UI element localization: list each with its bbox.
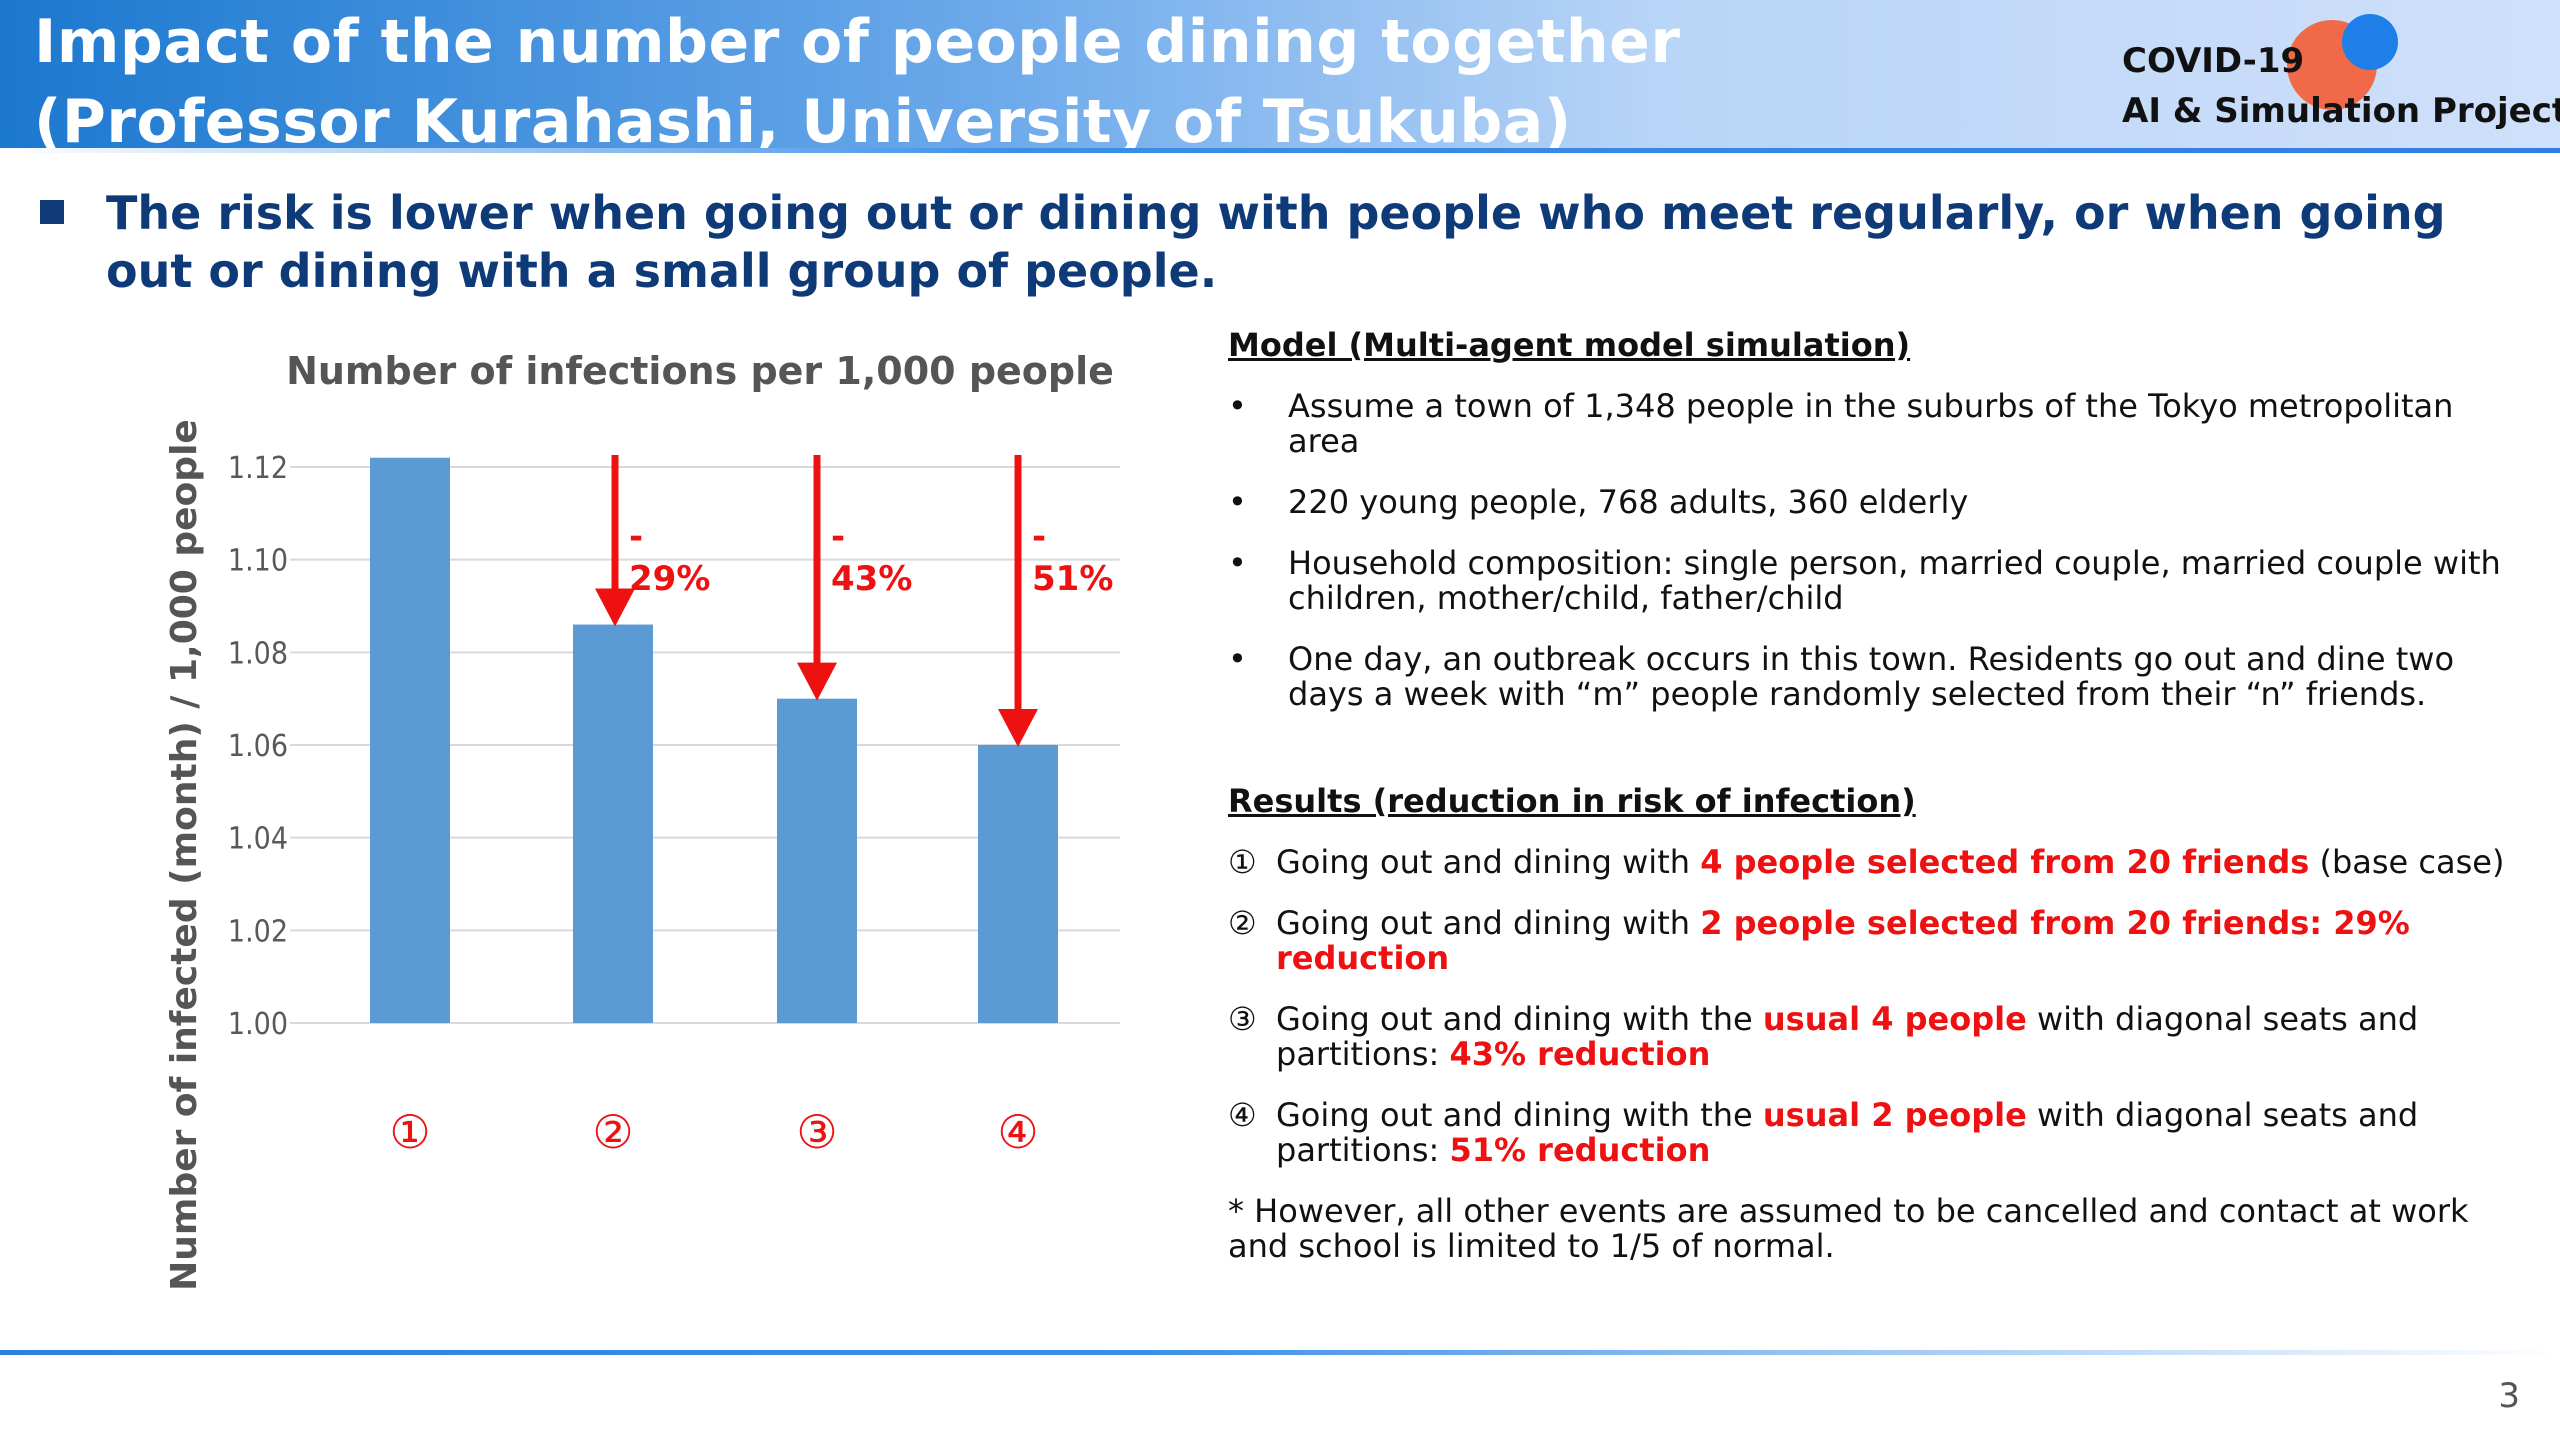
title-line-1: Impact of the number of people dining to… — [34, 7, 1681, 77]
model-list: • Assume a town of 1,348 people in the su… — [1228, 389, 2518, 712]
model-item: • Household composition: single person, m… — [1228, 546, 2518, 616]
reduction-label-line: 43% — [831, 559, 912, 599]
result-item: ④ Going out and dining with the usual 2 p… — [1228, 1098, 2518, 1168]
square-bullet-icon — [40, 200, 64, 224]
reduction-label: -43% — [831, 517, 912, 599]
header-banner: Impact of the number of people dining to… — [0, 0, 2560, 157]
model-item: • One day, an outbreak occurs in this tow… — [1228, 642, 2518, 712]
bullet-dot-icon: • — [1228, 483, 1247, 521]
chart-title: Number of infections per 1,000 people — [286, 349, 1114, 393]
model-item-text: One day, an outbreak occurs in this town… — [1288, 640, 2455, 713]
bar — [370, 457, 450, 1023]
model-item-text: Household composition: single person, ma… — [1288, 544, 2501, 617]
result-text: with diagonal seats and partitions: — [1276, 1096, 2419, 1169]
result-highlight: usual 4 people — [1762, 1000, 2027, 1038]
title-line-2: (Professor Kurahashi, University of Tsuk… — [34, 87, 1572, 157]
result-item: ① Going out and dining with 4 people sele… — [1228, 845, 2518, 880]
result-number: ① — [1228, 843, 1257, 881]
result-text: Going out and dining with the — [1276, 1000, 1763, 1038]
bar — [573, 624, 653, 1023]
page-title: Impact of the number of people dining to… — [34, 2, 1680, 162]
model-section-title: Model (Multi-agent model simulation) — [1228, 326, 1911, 364]
results-section-title: Results (reduction in risk of infection) — [1228, 782, 1916, 820]
result-text: Going out and dining with — [1276, 843, 1701, 881]
bar — [777, 698, 857, 1023]
category-label: ③ — [796, 1105, 837, 1159]
y-tick-label: 1.10 — [228, 544, 288, 579]
result-text: Going out and dining with the — [1276, 1096, 1763, 1134]
bullet-dot-icon: • — [1228, 544, 1247, 582]
result-number: ③ — [1228, 1000, 1257, 1038]
reduction-label-line: - — [629, 517, 643, 557]
result-text: Going out and dining with — [1276, 904, 1701, 942]
y-tick-label: 1.04 — [228, 822, 288, 857]
result-highlight: usual 2 people — [1762, 1096, 2027, 1134]
reduction-label-line: 29% — [629, 559, 710, 599]
infections-bar-chart: Number of infections per 1,000 people Num… — [164, 349, 1120, 1291]
logo-text: COVID-19 AI & Simulation Project — [2122, 36, 2560, 136]
model-item-text: Assume a town of 1,348 people in the sub… — [1288, 387, 2454, 460]
result-item: ② Going out and dining with 2 people sele… — [1228, 906, 2518, 976]
result-text: with diagonal seats and partitions: — [1276, 1000, 2419, 1073]
y-tick-label: 1.00 — [228, 1007, 288, 1042]
result-highlight: 43% reduction — [1449, 1035, 1711, 1073]
model-item-text: 220 young people, 768 adults, 360 elderl… — [1288, 483, 1969, 521]
description-panel: Model (Multi-agent model simulation) • As… — [1228, 328, 2518, 1264]
category-label: ① — [389, 1105, 430, 1159]
results-list: ① Going out and dining with 4 people sele… — [1228, 845, 2518, 1168]
category-label: ② — [592, 1105, 633, 1159]
result-text: (base case) — [2309, 843, 2505, 881]
bullet-dot-icon: • — [1228, 640, 1247, 678]
result-highlight: 4 people selected from 20 friends — [1700, 843, 2310, 881]
subtitle: The risk is lower when going out or dini… — [106, 186, 2446, 298]
result-highlight: 2 people selected from 20 friends: 29% r… — [1276, 904, 2410, 977]
logo-line-2: AI & Simulation Project — [2122, 91, 2560, 131]
y-tick-label: 1.12 — [228, 451, 288, 486]
y-tick-label: 1.02 — [228, 914, 288, 949]
y-tick-label: 1.08 — [228, 636, 288, 671]
project-logo: COVID-19 AI & Simulation Project — [2122, 14, 2560, 131]
result-number: ② — [1228, 904, 1257, 942]
reduction-label: -51% — [1032, 517, 1113, 599]
model-item: • 220 young people, 768 adults, 360 elder… — [1228, 485, 2518, 520]
logo-blue-circle — [2342, 14, 2398, 70]
reduction-label-line: 51% — [1032, 559, 1113, 599]
header-divider — [0, 148, 2560, 153]
reduction-arrow-head-icon — [595, 588, 635, 627]
reduction-label: -29% — [629, 517, 710, 599]
page-number: 3 — [2498, 1376, 2520, 1416]
logo-line-1: COVID-19 — [2122, 41, 2305, 81]
reduction-arrow-head-icon — [797, 662, 837, 701]
result-highlight: 51% reduction — [1449, 1131, 1711, 1169]
reduction-arrow-head-icon — [998, 709, 1038, 747]
category-label: ④ — [997, 1105, 1038, 1159]
reduction-label-line: - — [831, 517, 845, 557]
model-item: • Assume a town of 1,348 people in the su… — [1228, 389, 2518, 459]
y-tick-label: 1.06 — [228, 729, 288, 764]
bullet-dot-icon: • — [1228, 387, 1247, 425]
result-item: ③ Going out and dining with the usual 4 p… — [1228, 1002, 2518, 1072]
bar — [978, 745, 1058, 1023]
y-axis-label: Number of infected (month) / 1,000 peopl… — [164, 419, 205, 1291]
reduction-label-line: - — [1032, 517, 1046, 557]
footnote: * However, all other events are assumed … — [1228, 1192, 2469, 1265]
footer-divider — [0, 1350, 2560, 1355]
result-number: ④ — [1228, 1096, 1257, 1134]
